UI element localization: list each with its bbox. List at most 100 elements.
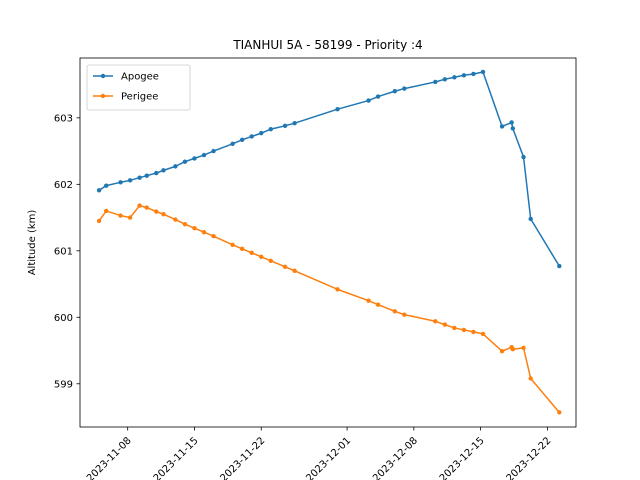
y-axis-label: Altitude (km) — [27, 210, 38, 276]
data-point — [239, 246, 245, 252]
data-point — [127, 215, 133, 220]
series-layer — [96, 69, 562, 415]
x-tick-label: 2023-12-15 — [438, 435, 487, 480]
data-point — [442, 322, 448, 327]
data-point — [154, 209, 159, 214]
data-point — [104, 183, 109, 188]
data-point — [375, 94, 381, 99]
legend-label: Perigee — [121, 92, 158, 103]
data-point — [366, 298, 371, 303]
y-tick-label: 599 — [54, 379, 73, 390]
data-point — [471, 71, 476, 77]
data-point — [510, 126, 516, 131]
data-point — [335, 287, 340, 292]
y-axis: 599 600 601 602 603 — [54, 113, 80, 390]
data-point — [282, 123, 288, 129]
data-point — [335, 106, 340, 112]
data-point — [268, 126, 273, 132]
plot-frame — [79, 57, 577, 428]
data-point — [366, 98, 371, 103]
y-tick-label: 602 — [54, 180, 73, 191]
data-point — [96, 188, 102, 193]
data-point — [282, 264, 288, 269]
legend-item-apogee: Apogee — [93, 72, 159, 83]
data-point — [452, 325, 457, 331]
data-point — [268, 258, 273, 263]
data-point — [461, 73, 467, 78]
data-point — [118, 180, 123, 185]
data-point — [375, 302, 381, 307]
data-point — [211, 148, 216, 154]
data-point — [173, 164, 178, 169]
data-point — [182, 222, 188, 227]
data-point — [182, 159, 188, 164]
x-tick-label: 2023-11-15 — [152, 435, 201, 480]
data-point — [510, 347, 516, 352]
data-point — [292, 268, 297, 273]
data-point — [461, 327, 467, 333]
data-point — [528, 216, 533, 222]
x-tick-label: 2023-12-01 — [304, 435, 353, 480]
series-apogee — [96, 69, 562, 269]
data-point — [259, 130, 264, 136]
data-point — [480, 69, 486, 75]
data-point — [249, 250, 254, 256]
data-point — [192, 156, 197, 161]
data-point — [452, 75, 457, 80]
data-point — [402, 312, 407, 317]
data-point — [104, 208, 109, 214]
data-point — [173, 217, 178, 222]
data-point — [521, 154, 526, 160]
legend-swatch-marker — [100, 93, 106, 99]
data-point — [402, 86, 407, 91]
legend: Apogee Perigee — [86, 64, 191, 111]
data-point — [144, 205, 149, 210]
data-point — [144, 173, 149, 178]
data-point — [292, 120, 297, 126]
data-point — [137, 175, 142, 180]
legend-swatch-marker — [100, 73, 106, 79]
data-point — [480, 331, 486, 337]
data-point — [442, 77, 448, 82]
x-tick-label: 2023-12-08 — [371, 435, 420, 480]
legend-label: Apogee — [121, 72, 159, 83]
data-point — [230, 242, 235, 248]
data-point — [471, 329, 476, 335]
data-point — [201, 229, 207, 235]
y-tick-label: 601 — [54, 246, 73, 257]
data-point — [230, 141, 235, 146]
data-point — [433, 79, 438, 85]
data-point — [127, 178, 133, 183]
data-point — [201, 152, 207, 158]
plot-area — [80, 58, 576, 427]
data-point — [392, 89, 397, 94]
data-point — [521, 345, 526, 351]
data-point — [161, 168, 166, 173]
y-tick-label: 600 — [54, 313, 73, 324]
series-perigee — [96, 203, 562, 415]
data-point — [557, 263, 562, 269]
data-point — [509, 120, 514, 125]
data-point — [499, 349, 505, 354]
x-axis: 2023-11-08 2023-11-15 2023-11-22 2023-12-01… — [85, 427, 554, 480]
data-point — [557, 410, 562, 415]
x-tick-label: 2023-12-22 — [505, 435, 554, 480]
data-point — [392, 309, 397, 314]
data-point — [259, 254, 264, 259]
data-point — [161, 212, 166, 217]
data-point — [528, 376, 533, 381]
data-point — [249, 134, 254, 139]
x-tick-label: 2023-11-22 — [218, 435, 267, 480]
data-point — [192, 226, 197, 231]
data-point — [118, 213, 123, 218]
legend-item-perigee: Perigee — [93, 92, 158, 103]
data-point — [433, 319, 438, 324]
y-tick-label: 603 — [54, 113, 73, 124]
x-tick-label: 2023-11-08 — [85, 435, 134, 480]
data-point — [499, 124, 505, 129]
data-point — [239, 137, 245, 142]
data-point — [96, 218, 102, 224]
data-point — [137, 203, 142, 208]
chart-title: TIANHUI 5A - 58199 - Priority :4 — [232, 38, 422, 52]
